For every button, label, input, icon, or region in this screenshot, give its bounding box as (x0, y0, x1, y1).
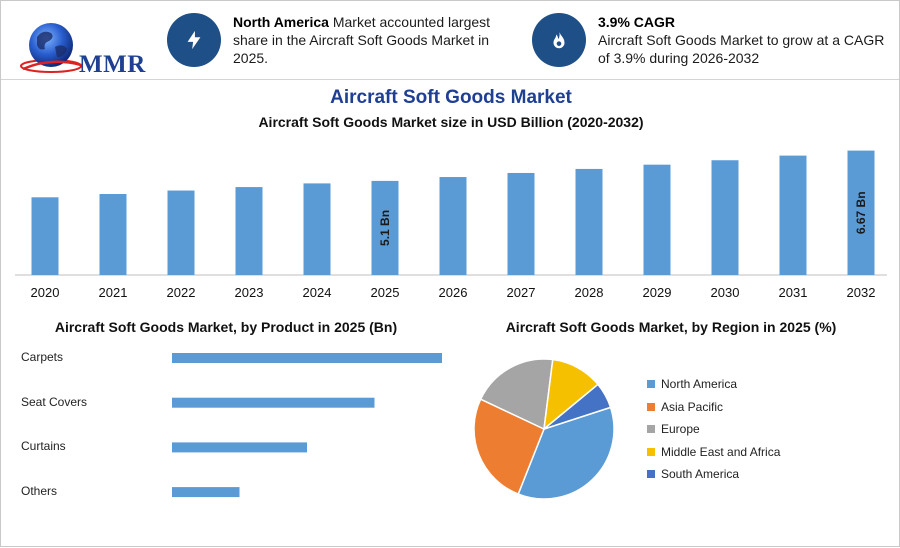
bar-2022 (167, 190, 195, 275)
bar-2021 (99, 194, 127, 275)
x-tick-2024: 2024 (303, 285, 332, 300)
bar-2028 (575, 168, 603, 275)
legend-label-north-america: North America (661, 377, 738, 392)
highlight2-text: Aircraft Soft Goods Market to grow at a … (598, 32, 885, 66)
legend-label-asia-pacific: Asia Pacific (661, 399, 724, 414)
product-chart-title: Aircraft Soft Goods Market, by Product i… (54, 319, 398, 335)
x-tick-2028: 2028 (575, 285, 604, 300)
legend-swatch-europe (647, 425, 655, 434)
product-label-curtains: Curtains (21, 439, 66, 454)
product-bar-seat-covers (172, 397, 375, 408)
main-title: Aircraft Soft Goods Market (330, 87, 572, 108)
x-tick-2030: 2030 (711, 285, 740, 300)
pie-legend: North America Asia Pacific Europe Middle Ea… (647, 373, 780, 486)
product-label-seat-covers: Seat Covers (21, 394, 88, 409)
x-tick-2023: 2023 (235, 285, 264, 300)
product-bar-carpets (172, 353, 442, 363)
x-tick-2032: 2032 (847, 285, 876, 300)
legend-swatch-north-america (647, 380, 655, 389)
pie-slice-asia-pacific (473, 398, 545, 496)
highlight2-title: 3.9% CAGR (598, 14, 676, 30)
bar-2026 (439, 177, 467, 275)
legend-item-south-america: South America (647, 463, 780, 486)
highlight-north-america: North America Market accounted largest s… (167, 13, 507, 67)
highlight1-bold: North America (233, 14, 329, 30)
legend-label-europe: Europe (661, 422, 700, 437)
legend-label-south-america: South America (661, 467, 740, 482)
bar-2030 (711, 160, 739, 275)
flame-icon (532, 13, 586, 67)
legend-label-middle-east-and-africa: Middle East and Africa (661, 444, 781, 459)
globe-icon (20, 23, 82, 73)
x-tick-2027: 2027 (507, 285, 536, 300)
bar-2020 (31, 197, 59, 275)
legend-swatch-south-america (647, 470, 655, 479)
product-bar-chart (172, 353, 442, 498)
pie-slice-south-america (543, 383, 612, 430)
x-tick-2022: 2022 (167, 285, 196, 300)
legend-item-asia-pacific: Asia Pacific (647, 396, 780, 419)
x-tick-2029: 2029 (643, 285, 672, 300)
x-tick-2031: 2031 (779, 285, 808, 300)
bar-2029 (643, 164, 671, 275)
x-tick-2025: 2025 (371, 285, 400, 300)
data-label-2032: 6.67 Bn (854, 191, 868, 234)
legend-item-north-america: North America (647, 373, 780, 396)
product-bar-curtains (172, 442, 307, 453)
pie-slice-europe (479, 358, 554, 431)
legend-item-middle-east-and-africa: Middle East and Africa (647, 441, 780, 464)
logo-text: MMR (79, 51, 146, 78)
bar-2024 (303, 183, 331, 275)
bar-2031 (779, 155, 807, 275)
bar-2025 (371, 180, 399, 275)
legend-swatch-middle-east-and-africa (647, 447, 655, 456)
x-tick-2020: 2020 (31, 285, 60, 300)
market-size-bar-chart: 2020 2021 2022 2023 2024 2025 5.1 Bn 2026 2027 20… (15, 150, 887, 300)
bar-2032 (847, 150, 875, 275)
pie-slice-north-america (517, 406, 615, 500)
product-label-carpets: Carpets (21, 350, 64, 364)
header-divider (1, 79, 899, 80)
region-chart-title: Aircraft Soft Goods Market, by Region in… (505, 319, 837, 335)
x-tick-2021: 2021 (99, 285, 128, 300)
bar-2027 (507, 172, 535, 275)
product-bar-others (172, 487, 240, 498)
x-tick-2026: 2026 (439, 285, 468, 300)
highlight1-text: Market accounted largest share in the Ai… (233, 14, 491, 66)
lightning-icon (167, 13, 221, 67)
highlight-cagr: 3.9% CAGR Aircraft Soft Goods Market to … (532, 13, 892, 67)
legend-swatch-asia-pacific (647, 402, 655, 411)
legend-item-europe: Europe (647, 418, 780, 441)
data-label-2025: 5.1 Bn (378, 210, 392, 246)
bar-chart-title: Aircraft Soft Goods Market size in USD B… (258, 114, 644, 130)
mmr-logo: MMR (15, 11, 145, 79)
product-label-others: Others (21, 484, 58, 499)
bar-2023 (235, 187, 263, 275)
